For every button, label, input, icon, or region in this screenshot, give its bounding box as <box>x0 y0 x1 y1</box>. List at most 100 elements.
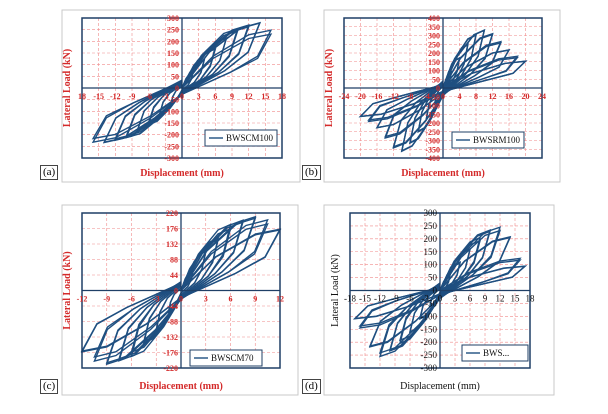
y-axis-title: Lateral Load (kN) <box>62 251 73 329</box>
x-tick-label: 15 <box>261 92 269 101</box>
y-tick-label: 50 <box>428 273 438 283</box>
x-tick-label: -12 <box>77 295 88 304</box>
y-tick-label: -100 <box>421 311 438 321</box>
y-tick-label: 50 <box>432 75 440 84</box>
x-tick-label: 3 <box>204 295 208 304</box>
y-tick-label: 250 <box>428 40 440 49</box>
x-axis-title: Displacement (mm) <box>140 168 224 179</box>
y-tick-label: 250 <box>167 26 179 35</box>
y-tick-label: 176 <box>166 225 178 234</box>
x-tick-label: -6 <box>128 295 135 304</box>
y-tick-label: -350 <box>425 145 440 154</box>
x-tick-label: -12 <box>374 294 386 304</box>
panel-b: -24 -20 -16 -12 -8 -4 0 4 8 12 16 20 24 400 350 300 250 2… <box>302 9 562 183</box>
y-tick-label: -100 <box>164 107 179 116</box>
y-tick-label: -300 <box>164 154 179 163</box>
x-tick-label: -9 <box>103 295 110 304</box>
x-tick-label: 6 <box>229 295 233 304</box>
y-tick-label: 250 <box>424 221 438 231</box>
y-tick-label: -132 <box>163 333 178 342</box>
y-tick-label: -250 <box>425 128 440 137</box>
x-tick-label: 12 <box>276 295 284 304</box>
x-tick-label: 8 <box>474 92 478 101</box>
x-axis-title: Displacement (mm) <box>139 381 223 392</box>
panel-c: -12 -9 -6 -3 0 3 6 9 12 220 176 132 88 44 0 -44 -88 -132-… <box>40 204 300 396</box>
y-tick-label: 0 <box>433 286 438 296</box>
y-tick-label: -300 <box>421 363 438 373</box>
y-tick-label: -88 <box>167 318 178 327</box>
legend-label: BWSCM70 <box>211 353 254 363</box>
y-tick-label: 0 <box>436 84 440 93</box>
y-tick-label: -200 <box>425 119 440 128</box>
x-tick-label: -6 <box>145 92 152 101</box>
x-tick-label: 4 <box>458 92 462 101</box>
x-tick-label: 18 <box>526 294 536 304</box>
y-tick-label: 150 <box>424 247 438 257</box>
y-axis-title: Lateral Load (kN) <box>324 49 335 127</box>
plot-border <box>343 17 543 159</box>
legend-label: BWSRM100 <box>473 135 521 145</box>
y-tick-label: -250 <box>164 142 179 151</box>
y-tick-label: 0 <box>174 287 178 296</box>
y-tick-label: -176 <box>163 349 178 358</box>
panel-label-b: (b) <box>302 165 321 180</box>
y-tick-label: -100 <box>425 102 440 111</box>
y-tick-label: -150 <box>164 119 179 128</box>
y-tick-label: -300 <box>425 137 440 146</box>
x-tick-label: 18 <box>278 92 286 101</box>
y-tick-label: 200 <box>424 234 438 244</box>
y-tick-label: 132 <box>166 240 178 249</box>
x-tick-label: -3 <box>421 294 429 304</box>
x-tick-label: 15 <box>511 294 521 304</box>
x-tick-label: 12 <box>496 294 505 304</box>
x-tick-label: 9 <box>253 295 257 304</box>
x-tick-label: -9 <box>129 92 136 101</box>
y-tick-label: -50 <box>168 96 179 105</box>
y-tick-label: -50 <box>425 298 437 308</box>
y-tick-label: -50 <box>429 93 440 102</box>
x-tick-label: 18 <box>78 92 86 101</box>
x-tick-label: -3 <box>153 295 160 304</box>
x-axis-title: Displacement (mm) <box>401 168 485 179</box>
x-tick-label: -12 <box>388 92 399 101</box>
y-tick-label: 44 <box>170 271 178 280</box>
x-tick-label: 24 <box>538 92 546 101</box>
y-tick-label: 88 <box>170 256 178 265</box>
x-tick-label: -15 <box>359 294 371 304</box>
panel-label-c: (c) <box>40 379 59 394</box>
y-tick-label: 50 <box>171 72 179 81</box>
y-axis-title: Lateral Load (kN) <box>62 49 73 127</box>
y-tick-label: -150 <box>421 324 438 334</box>
x-tick-label: 0 <box>179 295 183 304</box>
y-tick-label: -200 <box>421 337 438 347</box>
x-tick-label: 0 <box>441 92 445 101</box>
x-tick-label: 0 <box>438 294 443 304</box>
panel-label-a: (a) <box>40 165 59 180</box>
y-tick-label: 150 <box>167 49 179 58</box>
y-tick-label: 400 <box>428 14 440 23</box>
x-tick-label: -16 <box>372 92 383 101</box>
y-tick-label: 220 <box>166 209 178 218</box>
legend-box <box>204 129 278 147</box>
x-tick-label: -6 <box>406 294 414 304</box>
y-tick-label: 350 <box>428 23 440 32</box>
y-tick-label: 300 <box>167 14 179 23</box>
plot-border <box>81 212 281 369</box>
y-tick-label: 100 <box>167 61 179 70</box>
y-tick-label: 0 <box>175 84 179 93</box>
x-tick-label: -3 <box>162 92 169 101</box>
chart-c: -12 -9 -6 -3 0 3 6 9 1222017613288440-44-88-132-… <box>61 204 299 396</box>
x-tick-label: 12 <box>245 92 253 101</box>
x-tick-label: 3 <box>453 294 458 304</box>
x-tick-label: 12 <box>489 92 497 101</box>
y-tick-label: -150 <box>425 110 440 119</box>
y-tick-label: 300 <box>428 32 440 41</box>
x-tick-label: 6 <box>213 92 217 101</box>
x-tick-label: 6 <box>468 294 473 304</box>
x-tick-label: -4 <box>423 92 430 101</box>
x-tick-label: -18 <box>344 294 356 304</box>
y-tick-label: -44 <box>167 302 178 311</box>
y-tick-label: 200 <box>428 49 440 58</box>
plot-border <box>81 17 283 159</box>
x-tick-label: -12 <box>110 92 121 101</box>
